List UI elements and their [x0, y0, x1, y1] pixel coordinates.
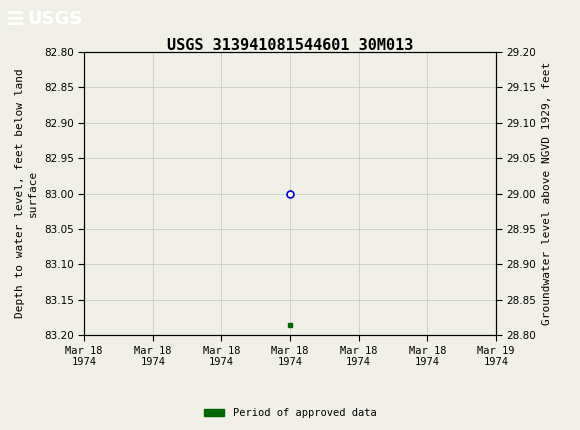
Y-axis label: Depth to water level, feet below land
surface: Depth to water level, feet below land su… — [15, 69, 38, 318]
Legend: Period of approved data: Period of approved data — [200, 404, 380, 423]
Text: ≡: ≡ — [5, 7, 26, 31]
Y-axis label: Groundwater level above NGVD 1929, feet: Groundwater level above NGVD 1929, feet — [542, 62, 552, 325]
Text: USGS: USGS — [28, 10, 83, 28]
Text: USGS 313941081544601 30M013: USGS 313941081544601 30M013 — [167, 38, 413, 53]
